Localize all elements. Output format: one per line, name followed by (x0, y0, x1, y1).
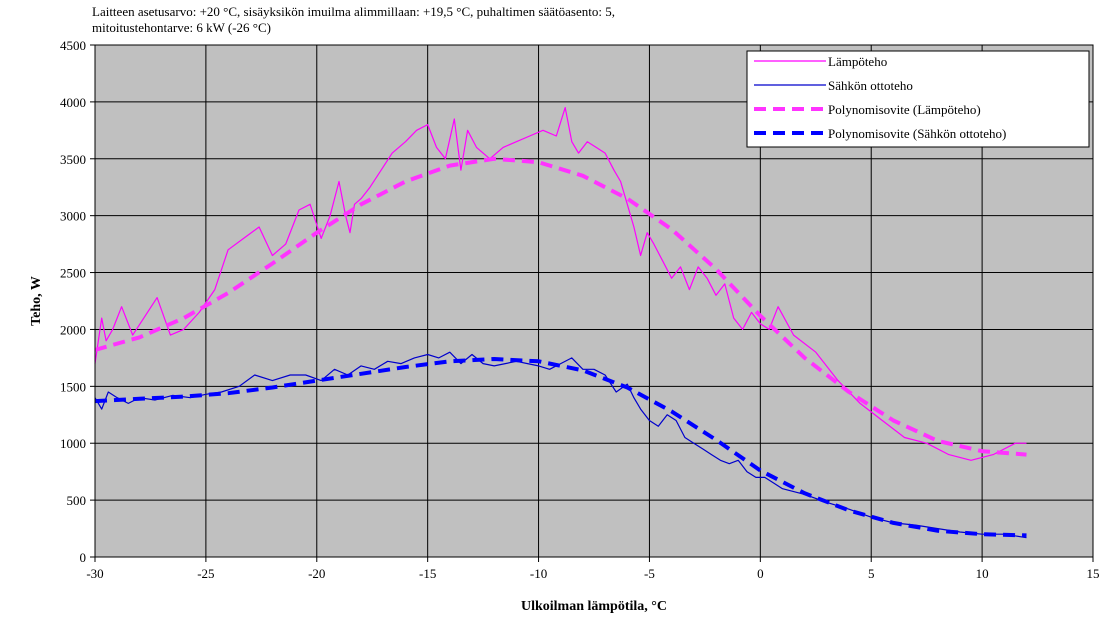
x-tick-label: 15 (1087, 566, 1100, 581)
y-tick-label: 0 (80, 550, 87, 565)
x-tick-label: 5 (868, 566, 875, 581)
y-tick-label: 1000 (60, 436, 86, 451)
legend: Lämpöteho Sähkön ottoteho Polynomisovite (… (746, 50, 1090, 148)
plot-border (94, 44, 1094, 558)
x-tick-label: -5 (644, 566, 655, 581)
legend-label-2: Sähkön ottoteho (828, 78, 913, 93)
x-tick-label: -15 (419, 566, 436, 581)
legend-label-1: Lämpöteho (828, 54, 887, 69)
y-tick-label: 2000 (60, 322, 86, 337)
y-tick-label: 3500 (60, 152, 86, 167)
x-tick-label: -30 (86, 566, 103, 581)
x-tick-label: -25 (197, 566, 214, 581)
series-line-3 (94, 156, 1027, 457)
series-line-4 (94, 357, 1027, 538)
chart-subtitle-line-2: mitoitustehontarve: 6 kW (-26 °C) (92, 20, 271, 35)
x-tick-label: 10 (976, 566, 989, 581)
y-tick-label: 500 (67, 493, 87, 508)
x-tick-label: 0 (757, 566, 764, 581)
y-tick-label: 2500 (60, 266, 86, 281)
y-tick-label: 1500 (60, 379, 86, 394)
x-axis-label: Ulkoilman lämpötila, °C (521, 599, 667, 614)
y-tick-label: 3000 (60, 209, 86, 224)
axis-ticks: -30 -25 -20 -15 -10 -5 0 5 10 15 0 500 1000 1500 2000 2… (60, 38, 1100, 581)
y-tick-label: 4500 (60, 38, 86, 53)
y-axis-label: Teho, W (29, 276, 44, 326)
chart-title: Laitteen asetusarvo: +20 °C, sisäyksikön… (92, 4, 1092, 36)
chart-title-line-1: Laitteen asetusarvo: +20 °C, sisäyksikön… (92, 4, 615, 19)
y-tick-label: 4000 (60, 95, 86, 110)
series-layer (94, 106, 1027, 539)
x-tick-label: -20 (308, 566, 325, 581)
legend-label-3: Polynomisovite (Lämpöteho) (828, 102, 981, 117)
x-tick-label: -10 (530, 566, 547, 581)
legend-label-4: Polynomisovite (Sähkön ottoteho) (828, 126, 1006, 141)
series-line-1 (94, 106, 1027, 461)
